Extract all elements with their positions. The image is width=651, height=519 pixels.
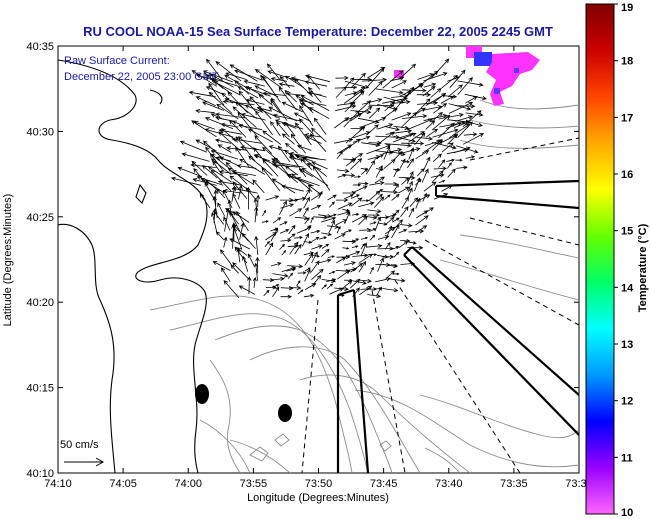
colorbar-tick-label: 10 [621, 507, 633, 519]
colorbar-tick-label: 17 [621, 112, 633, 124]
y-tick-label: 40:20 [26, 297, 54, 309]
colorbar-tick-label: 11 [621, 452, 633, 464]
x-tick-label: 73:45 [370, 478, 398, 490]
y-tick-label: 40:25 [26, 212, 54, 224]
x-tick-label: 74:05 [109, 478, 137, 490]
y-axis: 40:35 40:30 40:25 40:20 40:15 40:10 [26, 41, 579, 480]
station-marker [195, 384, 209, 404]
colorbar-ticks: 19 18 17 16 15 14 13 12 11 10 [614, 2, 634, 519]
y-tick-label: 40:30 [26, 126, 54, 138]
colorbar-tick-label: 16 [621, 169, 633, 181]
colorbar-tick-label: 14 [621, 282, 634, 294]
colorbar [585, 3, 615, 515]
station-marker [278, 404, 292, 422]
x-axis-label: Longitude (Degrees:Minutes) [247, 492, 389, 504]
y-axis-label: Latitude (Degrees:Minutes) [2, 194, 14, 327]
x-tick-label: 73:35 [500, 478, 528, 490]
current-label-line2: December 22, 2005 23:00 GMT [64, 71, 219, 83]
colorbar-tick-label: 13 [621, 339, 633, 351]
y-tick-label: 40:15 [26, 383, 54, 395]
scale-arrow [64, 457, 105, 467]
current-vectors [170, 58, 487, 299]
colorbar-tick-label: 15 [621, 226, 633, 238]
colorbar-tick-label: 12 [621, 396, 633, 408]
x-tick-label: 74:10 [44, 478, 72, 490]
x-tick-label: 73:55 [240, 478, 268, 490]
x-tick-label: 74:00 [174, 478, 202, 490]
colorbar-tick-label: 19 [621, 2, 633, 14]
map-title: RU COOL NOAA-15 Sea Surface Temperature:… [83, 24, 553, 39]
colorbar-label: Temperature (°C) [637, 223, 649, 312]
scale-label: 50 cm/s [60, 439, 99, 451]
plot-area [57, 45, 580, 474]
x-axis: 74:10 74:05 74:00 73:55 73:50 73:45 73:40 73:35… [44, 46, 593, 490]
y-tick-label: 40:10 [26, 468, 54, 480]
x-tick-label: 73:40 [435, 478, 463, 490]
x-tick-label: 73:50 [305, 478, 333, 490]
colorbar-tick-label: 18 [621, 56, 633, 68]
coastline [58, 59, 208, 473]
current-label-line1: Raw Surface Current: [64, 55, 170, 67]
radar-wedges [301, 137, 579, 473]
bathymetry-contours [149, 99, 579, 473]
y-tick-label: 40:35 [26, 41, 54, 53]
